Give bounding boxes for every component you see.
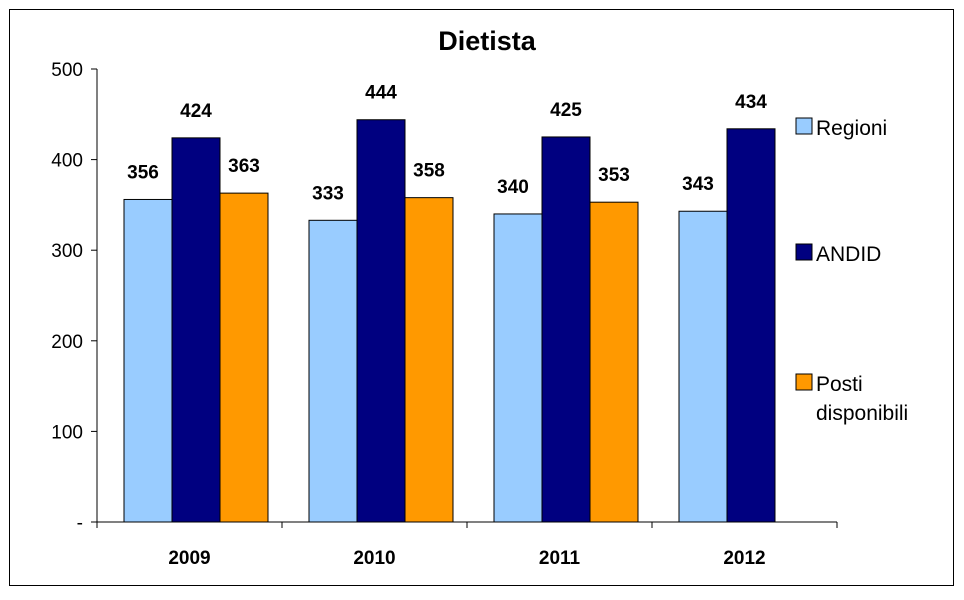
bar [219, 192, 269, 523]
legend: Regioni ANDID Posti disponibili [795, 117, 908, 425]
bar [589, 201, 639, 523]
x-tick-label: 2009 [168, 548, 210, 569]
bar [404, 197, 454, 523]
x-tick-label: 2011 [539, 548, 581, 569]
bar [541, 136, 591, 523]
data-label: 356 [127, 162, 159, 183]
data-label: 363 [228, 156, 260, 177]
legend-swatch [795, 117, 813, 135]
data-label: 340 [497, 177, 529, 198]
data-label: 333 [312, 183, 344, 204]
data-label: 434 [735, 92, 767, 113]
chart-title: Dietista [438, 26, 537, 56]
data-label: 358 [413, 161, 445, 182]
legend-label: ANDID [816, 243, 881, 266]
data-label: 343 [682, 174, 714, 195]
y-tick-label: 100 [51, 422, 83, 443]
bar [171, 137, 221, 523]
bars: 356 424 363 333 444 358 340 425 353 343 434 [123, 83, 776, 523]
data-label: 353 [598, 165, 630, 186]
legend-swatch [795, 373, 813, 391]
legend-label: Posti disponibili [816, 373, 908, 425]
bar [493, 213, 543, 523]
legend-label: Regioni [816, 117, 887, 140]
y-tick-label: 200 [51, 332, 83, 353]
legend-label-line: disponibili [816, 402, 908, 425]
y-axis: - 100 200 300 400 500 [51, 60, 98, 534]
y-tick-label: 400 [51, 151, 83, 172]
legend-label-line: Posti [816, 373, 863, 396]
y-tick-label: 300 [51, 241, 83, 262]
y-tick-label: 500 [51, 60, 83, 81]
x-axis: 2009 2010 2011 2012 [96, 521, 838, 569]
data-label: 425 [550, 100, 582, 121]
bar [726, 128, 776, 523]
bar [123, 198, 173, 523]
x-tick-label: 2010 [353, 548, 395, 569]
bar [356, 119, 406, 523]
data-label: 424 [180, 101, 212, 122]
x-tick-label: 2012 [723, 548, 765, 569]
y-tick-label: - [77, 513, 83, 534]
bar [308, 219, 358, 523]
legend-swatch [795, 243, 813, 261]
data-label: 444 [365, 83, 397, 104]
bar [678, 210, 728, 523]
